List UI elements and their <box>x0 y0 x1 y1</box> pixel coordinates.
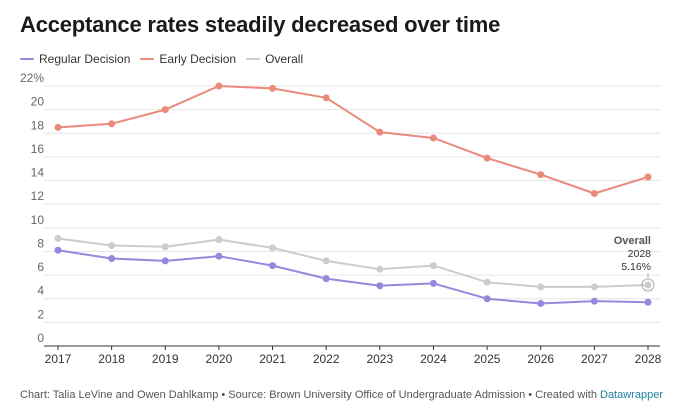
y-tick-label: 14 <box>31 166 45 180</box>
x-tick-label: 2020 <box>206 352 233 366</box>
legend-swatch <box>246 58 261 60</box>
data-point-regular-decision <box>215 252 223 260</box>
data-point-early-decision <box>483 154 491 162</box>
legend: Regular Decision Early Decision Overall <box>20 52 313 66</box>
data-point-early-decision <box>429 134 437 142</box>
x-tick-label: 2028 <box>635 352 662 366</box>
legend-label: Overall <box>265 52 304 66</box>
data-point-regular-decision <box>108 255 116 263</box>
data-point-regular-decision <box>322 275 330 283</box>
data-point-overall <box>590 283 598 291</box>
legend-item-regular-decision: Regular Decision <box>20 52 130 66</box>
data-point-early-decision <box>376 128 384 136</box>
data-point-early-decision <box>590 190 598 198</box>
series-line-overall <box>57 237 649 288</box>
data-point-regular-decision <box>54 246 62 254</box>
data-point-regular-decision <box>644 298 652 306</box>
data-point-overall <box>269 244 277 252</box>
data-point-overall <box>376 265 384 273</box>
data-point-early-decision <box>322 94 330 102</box>
footer-credit-text: Chart: Talia LeVine and Owen Dahlkamp • … <box>20 389 600 401</box>
data-point-early-decision <box>54 123 62 131</box>
y-tick-label: 6 <box>37 260 44 274</box>
y-tick-label: 2 <box>37 307 44 321</box>
y-tick-label: 8 <box>37 236 44 250</box>
data-point-regular-decision <box>269 262 277 270</box>
data-point-overall <box>537 283 545 291</box>
data-point-early-decision <box>108 120 116 128</box>
data-point-overall <box>215 236 223 244</box>
x-tick-label: 2017 <box>45 352 72 366</box>
y-tick-label: 12 <box>31 189 45 203</box>
data-point-early-decision <box>215 82 223 90</box>
data-point-overall <box>108 242 116 250</box>
data-point-regular-decision <box>376 282 384 290</box>
data-point-regular-decision <box>429 279 437 287</box>
data-point-overall <box>54 234 62 242</box>
legend-swatch <box>140 58 155 60</box>
y-tick-label: 22% <box>20 71 44 85</box>
data-point-early-decision <box>537 171 545 179</box>
series-line-early-decision <box>57 85 649 195</box>
data-point-overall <box>644 281 652 289</box>
data-point-overall <box>483 278 491 286</box>
legend-label: Regular Decision <box>39 52 131 66</box>
data-point-overall <box>322 257 330 265</box>
y-tick-label: 10 <box>31 213 45 227</box>
annotation-year: 2028 <box>628 248 652 260</box>
data-point-regular-decision <box>483 295 491 303</box>
data-point-regular-decision <box>537 299 545 307</box>
chart-title: Acceptance rates steadily decreased over… <box>20 12 501 37</box>
datawrapper-link[interactable]: Datawrapper <box>600 389 663 401</box>
x-tick-label: 2021 <box>259 352 286 366</box>
y-tick-label: 4 <box>37 284 44 298</box>
x-tick-label: 2023 <box>366 352 393 366</box>
line-chart: 0 2 4 6 8 10 12 14 16 18 20 22% 2017 2018 2019 2020 2021… <box>20 71 662 366</box>
data-point-early-decision <box>161 106 169 114</box>
data-point-early-decision <box>644 173 652 181</box>
annotation-marker <box>641 278 655 292</box>
chart-footer: Chart: Talia LeVine and Owen Dahlkamp • … <box>20 389 663 401</box>
data-point-regular-decision <box>590 297 598 305</box>
legend-label: Early Decision <box>159 52 237 66</box>
x-tick-label: 2027 <box>581 352 608 366</box>
data-point-early-decision <box>269 84 277 92</box>
data-point-overall <box>429 262 437 270</box>
legend-swatch <box>20 58 34 60</box>
legend-item-early-decision: Early Decision <box>140 52 236 66</box>
y-tick-label: 20 <box>31 95 45 109</box>
x-tick-label: 2026 <box>527 352 554 366</box>
data-point-regular-decision <box>161 257 169 265</box>
annotation-title: Overall <box>614 235 651 247</box>
y-tick-label: 0 <box>37 331 44 345</box>
x-tick-label: 2025 <box>474 352 501 366</box>
x-tick-label: 2024 <box>420 352 447 366</box>
annotation-value: 5.16% <box>621 261 651 273</box>
series-line-regular-decision <box>57 249 649 305</box>
y-tick-label: 18 <box>31 118 45 132</box>
legend-item-overall: Overall <box>246 52 303 66</box>
x-tick-label: 2018 <box>98 352 125 366</box>
x-tick-label: 2019 <box>152 352 179 366</box>
data-point-overall <box>161 243 169 251</box>
x-tick-label: 2022 <box>313 352 340 366</box>
y-tick-label: 16 <box>31 142 45 156</box>
